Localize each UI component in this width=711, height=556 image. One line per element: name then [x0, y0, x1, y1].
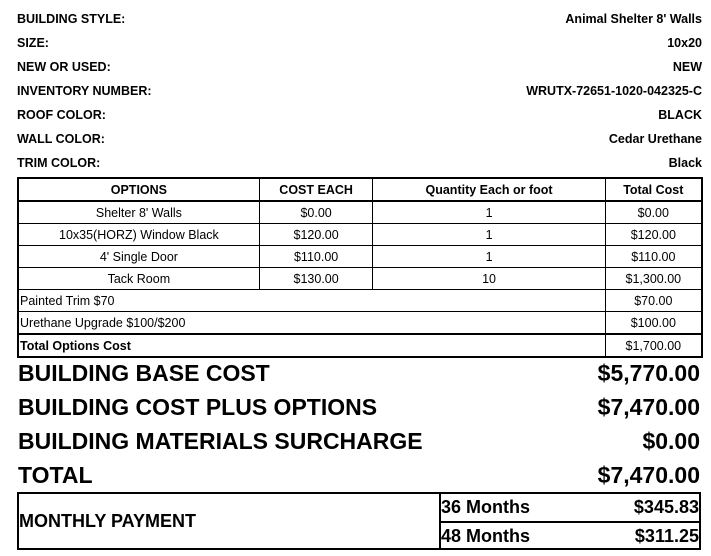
cell: $100.00 [604, 311, 703, 335]
info-label: TRIM COLOR: [17, 156, 101, 170]
info-value: Animal Shelter 8' Walls [565, 12, 702, 26]
info-row: BUILDING STYLE: Animal Shelter 8' Walls [17, 7, 702, 31]
info-row: SIZE: 10x20 [17, 31, 702, 55]
cell: $120.00 [258, 223, 374, 246]
plan-term: 48 Months [441, 526, 531, 546]
payment-plan: 36 Months $345.83 [441, 494, 699, 523]
cell: Urethane Upgrade $100/$200 [17, 311, 606, 335]
info-value: Cedar Urethane [608, 132, 702, 146]
cell: $130.00 [258, 267, 374, 290]
info-value: BLACK [658, 108, 702, 122]
info-value: 10x20 [667, 36, 702, 50]
cell: $1,700.00 [604, 333, 703, 358]
cell: Shelter 8' Walls [17, 200, 260, 224]
plan-amount: $311.25 [634, 526, 699, 546]
header-cell: Quantity Each or foot [372, 177, 606, 202]
cell: Total Options Cost [17, 333, 606, 358]
plan-amount: $345.83 [633, 497, 699, 517]
table-header: OPTIONS COST EACH Quantity Each or foot … [17, 177, 703, 202]
cell: 10x35(HORZ) Window Black [17, 223, 260, 246]
info-row: WALL COLOR: Cedar Urethane [17, 127, 702, 151]
info-label: SIZE: [17, 36, 49, 50]
cell: 1 [372, 245, 606, 268]
table-row: Shelter 8' Walls $0.00 1 $0.00 [17, 200, 703, 224]
summary-label: TOTAL [18, 461, 93, 488]
table-row: Tack Room $130.00 10 $1,300.00 [17, 267, 703, 290]
total-options-row: Total Options Cost $1,700.00 [17, 333, 703, 358]
extra-row: Painted Trim $70 $70.00 [17, 289, 703, 312]
info-row: ROOF COLOR: BLACK [17, 103, 702, 127]
cell: $0.00 [258, 200, 374, 224]
monthly-payment-box: MONTHLY PAYMENT 36 Months $345.83 48 Mont… [17, 492, 701, 550]
info-value: Black [668, 156, 702, 170]
header-cell: Total Cost [604, 177, 703, 202]
cell: 1 [372, 223, 606, 246]
summary-row: BUILDING MATERIALS SURCHARGE $0.00 [18, 425, 700, 457]
summary-value: $7,470.00 [597, 393, 700, 420]
summary-value: $0.00 [642, 427, 700, 454]
extra-row: Urethane Upgrade $100/$200 $100.00 [17, 311, 703, 335]
payment-plan: 48 Months $311.25 [441, 523, 699, 550]
summary-value: $7,470.00 [597, 461, 700, 488]
info-row: INVENTORY NUMBER: WRUTX-72651-1020-042325… [17, 79, 702, 103]
options-table: OPTIONS COST EACH Quantity Each or foot … [17, 177, 703, 358]
cell: 10 [372, 267, 606, 290]
header-cell: COST EACH [258, 177, 374, 202]
summary-label: BUILDING BASE COST [18, 359, 270, 386]
cell: 1 [372, 200, 606, 224]
info-label: NEW OR USED: [17, 60, 111, 74]
info-label: BUILDING STYLE: [17, 12, 126, 26]
table-row: 4' Single Door $110.00 1 $110.00 [17, 245, 703, 268]
info-row: TRIM COLOR: Black [17, 151, 702, 175]
cell: $120.00 [604, 223, 703, 246]
cell: $70.00 [604, 289, 703, 312]
cell: $1,300.00 [604, 267, 703, 290]
summary-row: BUILDING BASE COST $5,770.00 [18, 357, 700, 389]
info-label: ROOF COLOR: [17, 108, 106, 122]
info-value: NEW [672, 60, 702, 74]
summary-label: BUILDING MATERIALS SURCHARGE [18, 427, 423, 454]
summary-value: $5,770.00 [597, 359, 700, 386]
info-value: WRUTX-72651-1020-042325-C [526, 84, 702, 98]
summary-row: BUILDING COST PLUS OPTIONS $7,470.00 [18, 391, 700, 423]
cell: Painted Trim $70 [17, 289, 606, 312]
cell: $0.00 [604, 200, 703, 224]
info-row: NEW OR USED: NEW [17, 55, 702, 79]
summary-row: TOTAL $7,470.00 [18, 459, 700, 491]
cell: Tack Room [17, 267, 260, 290]
cell: $110.00 [604, 245, 703, 268]
table-row: 10x35(HORZ) Window Black $120.00 1 $120.00 [17, 223, 703, 246]
header-cell: OPTIONS [17, 177, 260, 202]
monthly-payment-label: MONTHLY PAYMENT [19, 494, 441, 548]
summary-label: BUILDING COST PLUS OPTIONS [18, 393, 378, 420]
cell: 4' Single Door [17, 245, 260, 268]
plan-term: 36 Months [441, 497, 531, 517]
cell: $110.00 [258, 245, 374, 268]
info-label: WALL COLOR: [17, 132, 105, 146]
info-label: INVENTORY NUMBER: [17, 84, 152, 98]
